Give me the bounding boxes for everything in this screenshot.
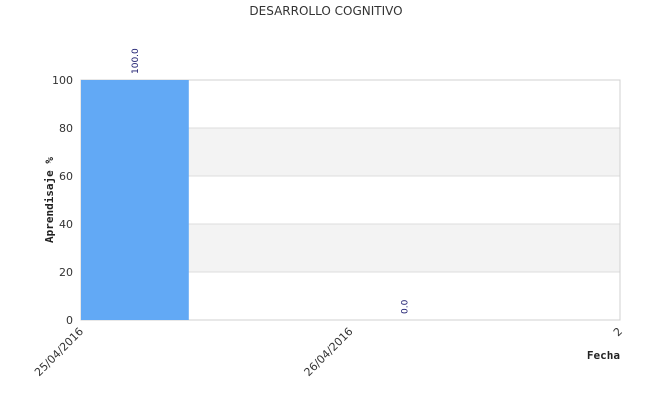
y-tick-label: 0 bbox=[66, 314, 73, 327]
y-axis-label: Aprendisaje % bbox=[43, 157, 56, 243]
x-tick-label: 2 bbox=[611, 325, 625, 339]
y-tick-label: 80 bbox=[59, 122, 73, 135]
y-tick-label: 100 bbox=[52, 74, 73, 87]
value-label: 100.0 bbox=[131, 48, 141, 74]
x-axis-label: Fecha bbox=[587, 349, 620, 362]
bar bbox=[81, 80, 189, 320]
x-tick-label: 26/04/2016 bbox=[302, 325, 356, 379]
y-tick-label: 40 bbox=[59, 218, 73, 231]
y-tick-label: 20 bbox=[59, 266, 73, 279]
y-tick-label: 60 bbox=[59, 170, 73, 183]
value-label: 0.0 bbox=[400, 299, 410, 314]
chart-title: DESARROLLO COGNITIVO bbox=[249, 4, 402, 18]
x-tick-label: 25/04/2016 bbox=[32, 325, 86, 379]
